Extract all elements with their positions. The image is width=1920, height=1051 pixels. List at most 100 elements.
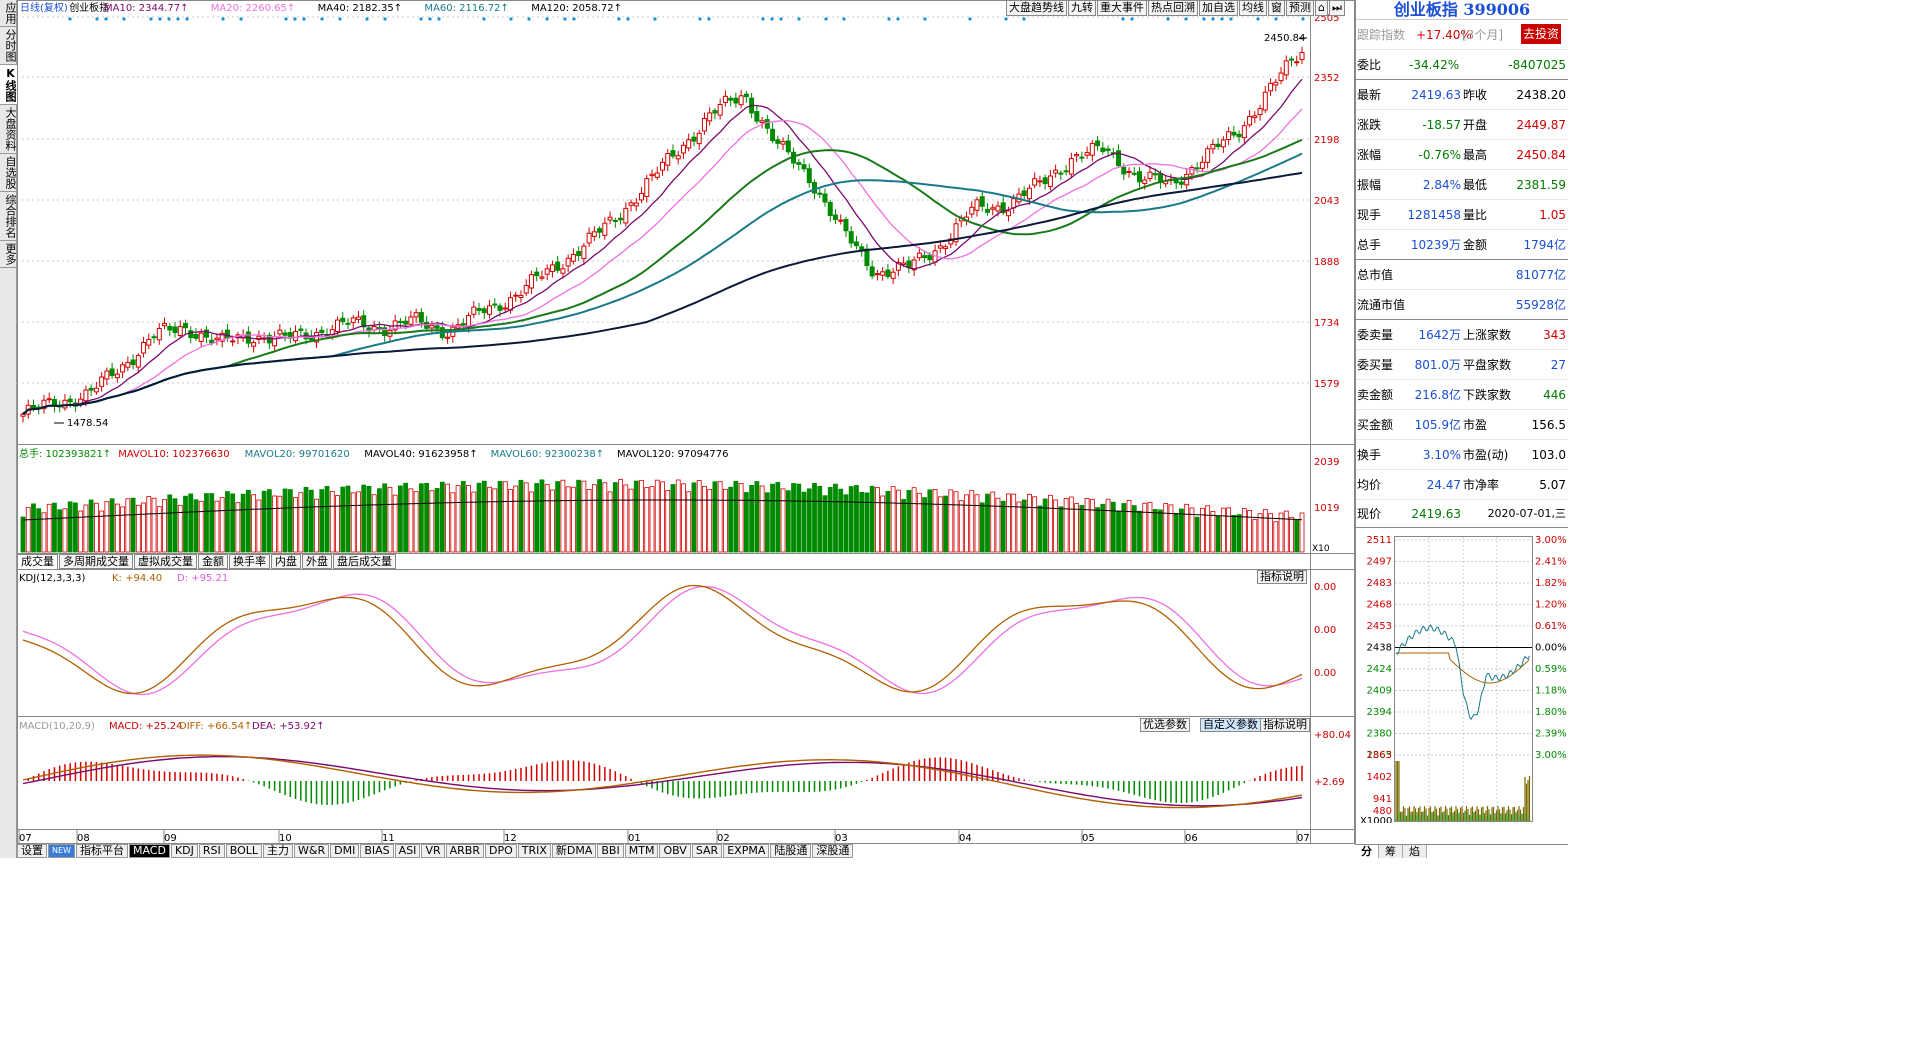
quote-value: 2.84%	[1394, 170, 1461, 199]
candle-body	[1179, 182, 1183, 184]
candle-body	[891, 272, 895, 278]
quote-label: 总手	[1356, 230, 1394, 259]
quote-row: 买金额 105.9亿 市盈 156.5	[1356, 410, 1568, 440]
custom-params-button[interactable]: 自定义参数	[1200, 718, 1261, 732]
toolbar-button-6[interactable]: 窗	[1268, 0, 1285, 16]
indicator-tab-16[interactable]: 新DMA	[552, 844, 597, 858]
intraday-left-label: 2438	[1367, 643, 1392, 654]
indicator-tab-1[interactable]: NEW	[48, 844, 75, 858]
indicator-tab-22[interactable]: 陆股通	[770, 844, 811, 858]
indicator-tab-0[interactable]: 设置	[17, 844, 47, 858]
indicator-tab-12[interactable]: VR	[421, 844, 444, 858]
toolbar-button-1[interactable]: 九转	[1068, 0, 1096, 16]
quote-date: 2020-07-01,三	[1461, 500, 1568, 527]
quote-label2: 昨收	[1461, 80, 1511, 109]
indicator-tab-6[interactable]: BOLL	[226, 844, 262, 858]
volume-bar	[136, 505, 140, 552]
preferred-params-button[interactable]: 优选参数	[1140, 718, 1190, 732]
indicator-tab-10[interactable]: BIAS	[360, 844, 393, 858]
volume-bar	[257, 500, 261, 552]
indicator-tab-13[interactable]: ARBR	[446, 844, 484, 858]
quote-row: 换手 3.10% 市盈(动) 103.0	[1356, 440, 1568, 470]
volume-tab-2[interactable]: 虚拟成交量	[134, 554, 197, 569]
quote-row: 涨幅 -0.76% 最高 2450.84	[1356, 140, 1568, 170]
signal-dot	[1229, 17, 1232, 20]
volume-bar	[849, 487, 853, 552]
indicator-tab-18[interactable]: MTM	[625, 844, 659, 858]
volume-bar	[949, 490, 953, 552]
volume-bar	[896, 490, 900, 552]
indicator-tab-17[interactable]: BBI	[597, 844, 623, 858]
volume-bar	[189, 494, 193, 552]
volume-tab-6[interactable]: 外盘	[302, 554, 332, 569]
price-axis-label: 1888	[1314, 257, 1339, 268]
sidebar-tab-0[interactable]: 应用	[0, 0, 17, 27]
intraday-chart[interactable]: 2511 3.00% 2497 2.41% 2483 1.82% 2468 1.20% 2453…	[1356, 528, 1568, 823]
volume-bar	[650, 487, 654, 552]
volume-tab-0[interactable]: 成交量	[17, 554, 58, 569]
candle-body	[849, 232, 853, 243]
intraday-tab-2[interactable]: 焰	[1403, 845, 1427, 858]
toolbar-button-9[interactable]: ⏭	[1329, 0, 1345, 16]
intraday-tab-0[interactable]: 分	[1355, 845, 1379, 858]
sidebar-tab-1[interactable]: 分时图	[0, 27, 17, 65]
intraday-left-label: 2394	[1367, 707, 1392, 718]
volume-tab-7[interactable]: 盘后成交量	[333, 554, 396, 569]
candle-body	[131, 360, 135, 365]
volume-tab-1[interactable]: 多周期成交量	[59, 554, 133, 569]
intraday-vol-label: 1863	[1367, 750, 1392, 761]
kdj-indicator-button[interactable]: 指标说明	[1257, 570, 1307, 584]
candle-body	[556, 262, 560, 270]
indicator-tab-23[interactable]: 深股通	[812, 844, 853, 858]
candle-body	[902, 263, 906, 264]
indicator-tab-7[interactable]: 主力	[263, 844, 293, 858]
indicator-tab-5[interactable]: RSI	[199, 844, 225, 858]
indicator-tab-19[interactable]: OBV	[659, 844, 690, 858]
indicator-tab-4[interactable]: KDJ	[171, 844, 198, 858]
volume-bar	[147, 497, 151, 552]
indicator-tab-21[interactable]: EXPMA	[723, 844, 769, 858]
kdj-d-line	[23, 587, 1302, 695]
quote-label2: 下跌家数	[1461, 380, 1511, 409]
sidebar-tab-2[interactable]: K线图	[0, 65, 17, 105]
candle-body	[661, 162, 665, 170]
volume-tab-5[interactable]: 内盘	[271, 554, 301, 569]
indicator-tab-2[interactable]: 指标平台	[76, 844, 128, 858]
indicator-tab-14[interactable]: DPO	[485, 844, 517, 858]
toolbar-button-4[interactable]: 加自选	[1199, 0, 1238, 16]
toolbar-button-5[interactable]: 均线	[1239, 0, 1267, 16]
candle-body	[571, 255, 575, 262]
toolbar-button-3[interactable]: 热点回溯	[1148, 0, 1198, 16]
indicator-tab-8[interactable]: W&R	[294, 844, 329, 858]
candle-body	[765, 120, 769, 129]
signal-dot	[923, 17, 926, 20]
candle-body	[1258, 109, 1262, 115]
intraday-tab-1[interactable]: 筹	[1379, 845, 1403, 858]
toolbar-button-8[interactable]: ⌂	[1315, 0, 1328, 16]
volume-tab-3[interactable]: 金额	[198, 554, 228, 569]
candle-body	[283, 333, 287, 335]
indicator-tab-3[interactable]: MACD	[129, 844, 170, 858]
go-trade-button[interactable]: 去投资	[1521, 24, 1561, 44]
candle-body	[1038, 181, 1042, 182]
sidebar-tab-6[interactable]: 更多	[0, 241, 17, 268]
toolbar-button-7[interactable]: 预测	[1286, 0, 1314, 16]
sidebar-tab-4[interactable]: 自选股	[0, 154, 17, 192]
candle-body	[802, 165, 806, 169]
candle-body	[944, 247, 948, 249]
volume-bar	[1127, 500, 1131, 552]
signal-dot	[1256, 17, 1259, 20]
volume-bar	[860, 492, 864, 552]
volume-bar	[571, 487, 575, 552]
indicator-tab-9[interactable]: DMI	[330, 844, 359, 858]
macd-indicator-button[interactable]: 指标说明	[1260, 718, 1310, 732]
indicator-tab-20[interactable]: SAR	[692, 844, 722, 858]
indicator-tab-15[interactable]: TRIX	[518, 844, 551, 858]
sidebar-tab-3[interactable]: 大盘资料	[0, 105, 17, 154]
volume-tab-4[interactable]: 换手率	[229, 554, 270, 569]
sidebar-tab-5[interactable]: 综合排名	[0, 192, 17, 241]
toolbar-button-0[interactable]: 大盘趋势线	[1006, 0, 1067, 16]
signal-dot	[365, 17, 368, 20]
indicator-tab-11[interactable]: ASI	[395, 844, 421, 858]
toolbar-button-2[interactable]: 重大事件	[1097, 0, 1147, 16]
